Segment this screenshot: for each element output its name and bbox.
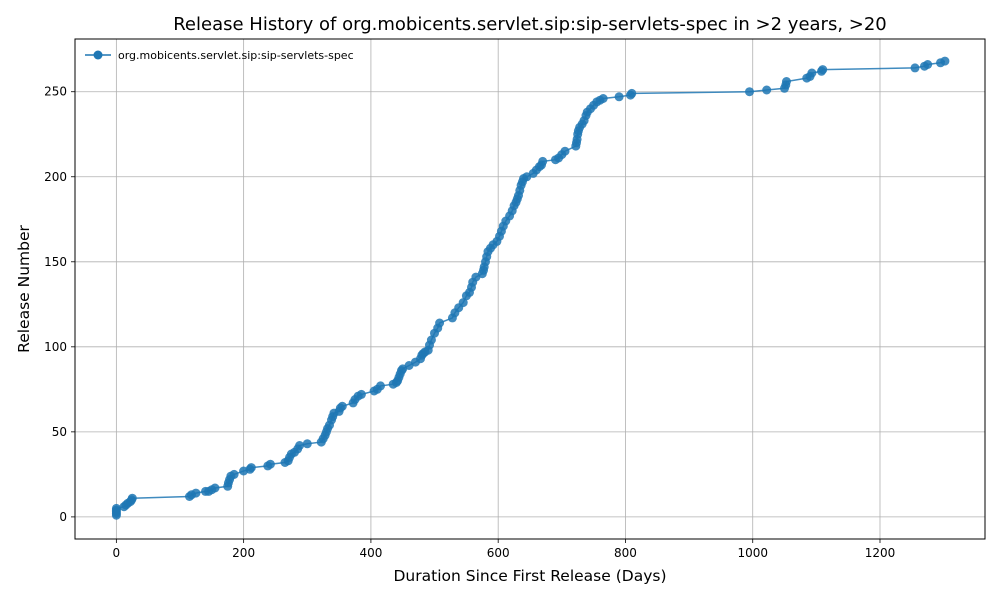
data-point xyxy=(356,389,366,399)
chart-title: Release History of org.mobicents.servlet… xyxy=(173,14,887,35)
plot-frame xyxy=(74,38,986,540)
data-point xyxy=(627,88,637,98)
data-point xyxy=(265,459,275,469)
data-point xyxy=(598,94,608,103)
data-point xyxy=(191,488,201,498)
x-tick-label: 600 xyxy=(487,546,510,560)
x-tick-label: 1000 xyxy=(737,546,768,560)
legend-entry-label: org.mobicents.servlet.sip:sip-servlets-s… xyxy=(118,49,354,62)
data-point xyxy=(376,381,385,391)
x-tick-label: 200 xyxy=(232,546,255,560)
legend-point-marker xyxy=(93,50,103,60)
y-tick-label: 200 xyxy=(44,170,67,184)
x-tick-label: 800 xyxy=(614,546,637,560)
legend: org.mobicents.servlet.sip:sip-servlets-s… xyxy=(85,49,354,62)
x-tick-label: 1200 xyxy=(865,546,896,560)
series-layer xyxy=(111,56,950,520)
data-point xyxy=(246,463,256,473)
data-point xyxy=(210,483,220,493)
x-tick-label: 0 xyxy=(113,546,121,560)
data-point xyxy=(818,65,828,75)
gridlines xyxy=(75,39,985,539)
data-point xyxy=(229,469,239,479)
y-tick-label: 250 xyxy=(44,85,67,99)
data-point xyxy=(538,156,548,166)
y-axis-label: Release Number xyxy=(15,225,33,353)
data-point xyxy=(435,318,445,328)
data-point xyxy=(560,146,570,156)
data-point xyxy=(762,85,772,95)
plot-area xyxy=(75,39,985,539)
data-point xyxy=(910,63,920,73)
y-tick-label: 100 xyxy=(44,340,67,354)
data-point xyxy=(458,298,468,308)
y-tick-label: 50 xyxy=(52,425,67,439)
x-axis-label: Duration Since First Release (Days) xyxy=(393,567,666,585)
data-point xyxy=(295,441,305,450)
data-point xyxy=(923,60,933,69)
y-tick-label: 150 xyxy=(44,255,67,269)
data-point xyxy=(111,503,121,513)
data-point xyxy=(745,87,754,97)
data-point xyxy=(614,92,624,102)
x-axis: 0 200 400 600 800 1000 1200 xyxy=(113,539,896,560)
x-tick-label: 400 xyxy=(359,546,382,560)
y-tick-label: 0 xyxy=(59,510,67,524)
data-point xyxy=(940,56,950,66)
data-point xyxy=(782,77,791,86)
data-point xyxy=(807,68,817,78)
y-axis: 0 50 100 150 200 250 xyxy=(44,85,75,524)
data-point xyxy=(337,401,347,411)
data-point xyxy=(426,335,436,345)
data-point xyxy=(302,439,312,449)
data-point xyxy=(127,493,137,503)
